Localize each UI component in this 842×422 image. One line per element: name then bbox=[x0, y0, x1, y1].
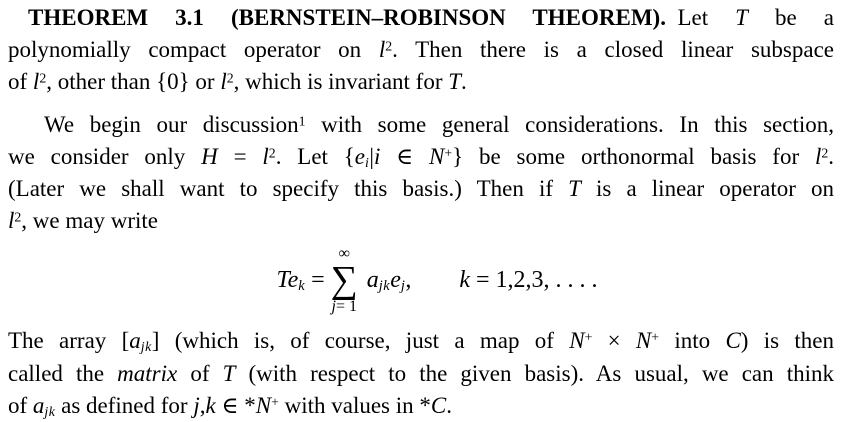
summation-upper-limit: ∞ bbox=[338, 244, 350, 262]
equation-rhs: ajkej, bbox=[366, 266, 412, 295]
text-line: of ajk as defined for j,k ∈ *N+ with val… bbox=[8, 392, 452, 419]
text-line: The array [ajk] (which is, of course, ju… bbox=[8, 328, 834, 355]
text-line: We begin our discussion1 with some gener… bbox=[44, 111, 834, 137]
paragraph-matrix-definition: The array [ajk] (which is, of course, ju… bbox=[8, 325, 834, 422]
summation: ∞ ∑ j= 1 bbox=[330, 244, 358, 315]
text-line: THEOREM 3.1 (BERNSTEIN–ROBINSON THEOREM)… bbox=[28, 5, 835, 30]
text-line: we consider only H = l2. Let {ei|i ∈ N+}… bbox=[8, 143, 834, 170]
paragraph-theorem-statement: THEOREM 3.1 (BERNSTEIN–ROBINSON THEOREM)… bbox=[8, 2, 834, 99]
equation-lhs: Tek = bbox=[276, 266, 325, 295]
text-line: (Later we shall want to specify this bas… bbox=[8, 176, 835, 202]
text-line: of l2, other than {0} or l2, which is in… bbox=[8, 69, 467, 95]
text-line: l2, we may write bbox=[8, 208, 158, 234]
paragraph-intro-discussion: We begin our discussion1 with some gener… bbox=[8, 109, 834, 238]
sigma-symbol: ∑ bbox=[330, 258, 358, 301]
equation-condition: k = 1,2,3, . . . . bbox=[459, 266, 598, 293]
summation-lower-limit: j= 1 bbox=[331, 297, 357, 315]
display-equation: Tek = ∞ ∑ j= 1 ajkej, k = 1,2,3, . . . . bbox=[24, 244, 842, 316]
text-line: polynomially compact operator on l2. The… bbox=[8, 37, 834, 63]
text-line: called the matrix of T (with respect to … bbox=[8, 360, 834, 386]
